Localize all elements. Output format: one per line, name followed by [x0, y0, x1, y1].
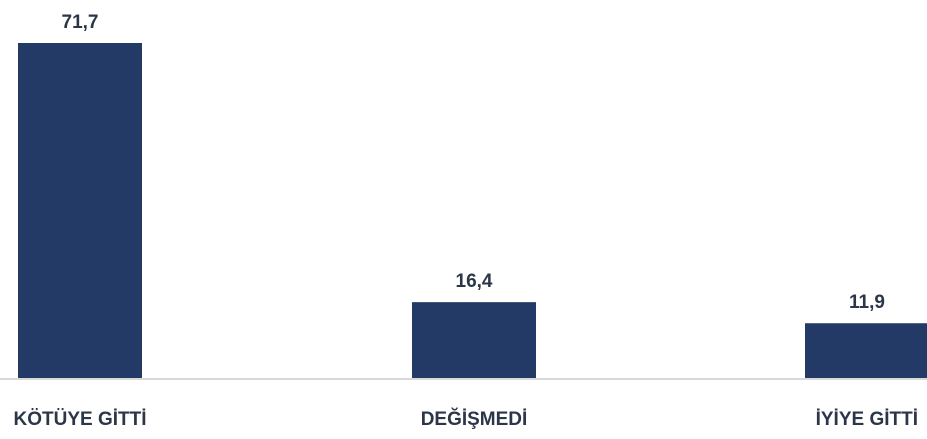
- bar-3: [805, 323, 927, 379]
- bar-2: [412, 302, 536, 379]
- data-labels-group: 71,7 16,4 11,9: [62, 12, 885, 313]
- bar-1: [18, 43, 142, 379]
- x-tick-label-1: KÖTÜYE GİTTİ: [14, 409, 147, 430]
- data-label-3: 11,9: [849, 292, 885, 313]
- x-tick-label-3: İYİYE GİTTİ: [816, 409, 918, 430]
- bars-group: [18, 43, 927, 379]
- x-tick-labels-group: KÖTÜYE GİTTİ DEĞİŞMEDİ İYİYE GİTTİ: [14, 408, 919, 430]
- data-label-2: 16,4: [456, 271, 493, 292]
- data-label-1: 71,7: [62, 12, 99, 33]
- x-tick-label-2: DEĞİŞMEDİ: [421, 408, 528, 430]
